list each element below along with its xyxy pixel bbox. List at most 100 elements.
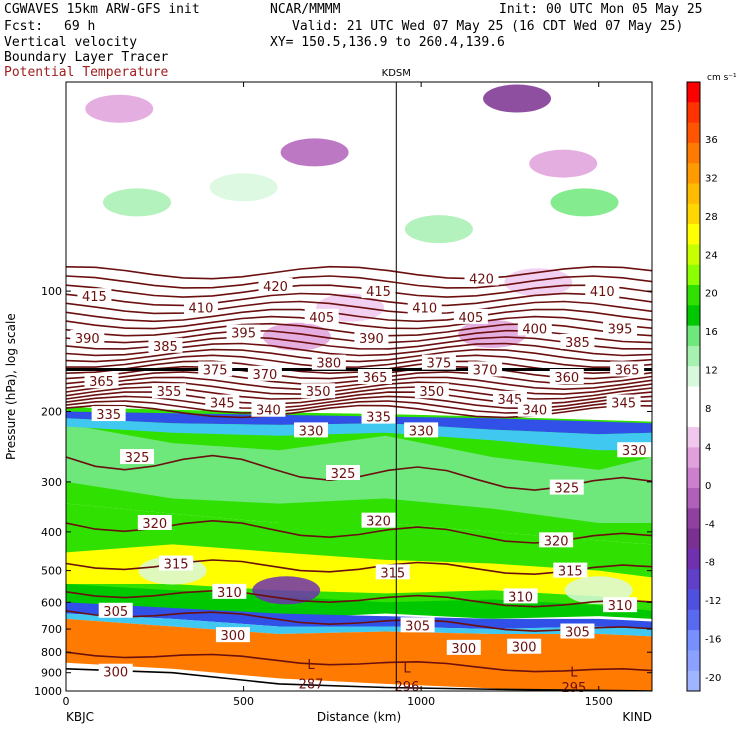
colorbar-swatch [687, 630, 700, 651]
theta-contour-line [66, 265, 652, 280]
theta-label: 415 [366, 285, 391, 300]
y-tick-label: 1000 [34, 685, 62, 698]
colorbar-swatch [687, 650, 700, 672]
fcst-value: 69 h [64, 19, 96, 34]
surface-annotation: L [570, 666, 578, 681]
x-axis-label: Distance (km) [317, 710, 401, 724]
theta-label: 320 [544, 534, 569, 549]
theta-label-bg [375, 564, 410, 580]
velocity-blob [209, 173, 278, 202]
theta-label: 375 [426, 357, 451, 372]
theta-label: 310 [217, 586, 242, 601]
theta-label: 385 [565, 336, 590, 351]
colorbar-swatch [687, 285, 700, 306]
colorbar-label: 8 [705, 404, 711, 415]
theta-label: 360 [554, 371, 579, 386]
theta-label-bg [603, 320, 638, 336]
theta-contour-line [66, 315, 652, 330]
colorbar-swatch [687, 589, 700, 611]
colorbar-swatch [687, 488, 700, 509]
x-tick-label: 1000 [407, 695, 435, 708]
theta-label: 315 [164, 558, 189, 573]
theta-label-bg [120, 449, 155, 465]
theta-label: 410 [412, 302, 437, 317]
theta-label: 300 [103, 666, 128, 681]
y-tick-label: 100 [41, 285, 62, 298]
theta-label-bg [539, 532, 574, 548]
theta-label: 405 [309, 311, 334, 326]
terrain-surface-line [66, 667, 652, 691]
colorbar-swatch [687, 325, 700, 347]
theta-label-bg [610, 361, 645, 377]
theta-label: 420 [263, 280, 288, 295]
colorbar-swatch [687, 670, 700, 692]
colorbar-swatch [687, 142, 700, 164]
theta-contour-line [66, 284, 652, 298]
velocity-blob [85, 94, 154, 123]
surface-annotation: 295 [561, 681, 586, 696]
theta-label: 355 [157, 385, 182, 400]
y-tick-label: 300 [41, 476, 62, 489]
colorbar-swatch [687, 447, 700, 469]
theta-label-bg [404, 422, 439, 438]
theta-label-bg [304, 308, 339, 324]
fcst-label: Fcst: [4, 19, 44, 34]
theta-label: 300 [221, 629, 246, 644]
theta-label: 370 [252, 368, 277, 383]
theta-label: 315 [558, 565, 583, 580]
theta-label-bg [446, 639, 481, 655]
theta-label-bg [70, 329, 105, 345]
theta-label-bg [507, 638, 542, 654]
colorbar-swatch [687, 183, 700, 205]
surface-annotation: L [307, 658, 315, 673]
theta-label: 340 [522, 404, 547, 419]
station-label: KDSM [382, 68, 411, 79]
theta-label: 320 [142, 517, 167, 532]
field-boundary-layer-tracer: Boundary Layer Tracer [4, 50, 169, 65]
theta-contour-line [66, 275, 652, 289]
x-tick-label: 1500 [585, 695, 613, 708]
x-tick-label: 500 [233, 695, 254, 708]
theta-label: 370 [473, 363, 498, 378]
valid-time: Valid: 21 UTC Wed 07 May 25 (16 CDT Wed … [292, 19, 684, 34]
theta-label-bg [549, 479, 584, 495]
theta-label: 380 [316, 357, 341, 372]
theta-label-bg [205, 394, 240, 410]
theta-contour-line [66, 395, 652, 410]
theta-label: 365 [363, 371, 388, 386]
theta-label-bg [91, 406, 126, 422]
colorbar-swatch [687, 467, 700, 489]
theta-label-bg [553, 562, 588, 578]
theta-label-bg [159, 555, 194, 571]
theta-label: 405 [458, 311, 483, 326]
colorbar-swatch [687, 203, 700, 225]
terrain-below-surface [66, 662, 652, 691]
theta-label-bg [617, 442, 652, 458]
theta-label-bg [301, 383, 336, 399]
theta-label-bg [326, 464, 361, 480]
colorbar-swatch [687, 102, 700, 124]
colorbar-label: 12 [705, 366, 718, 377]
colorbar-swatch [687, 508, 700, 530]
colorbar-label: -12 [705, 596, 721, 607]
theta-contour-line [66, 381, 652, 395]
theta-label-bg [98, 602, 133, 618]
colorbar-swatch [687, 366, 700, 387]
theta-label-bg [400, 617, 435, 633]
colorbar-label: 28 [705, 212, 718, 223]
surface-annotation: 296 [395, 680, 420, 695]
velocity-blob [404, 215, 473, 244]
theta-label-bg [294, 422, 329, 438]
theta-label-bg [414, 383, 449, 399]
colorbar-swatch [687, 528, 700, 550]
velocity-blob [550, 188, 619, 217]
theta-label: 415 [82, 290, 107, 305]
theta-label-bg [407, 299, 442, 315]
theta-label: 350 [306, 385, 331, 400]
theta-label-bg [361, 408, 396, 424]
colorbar-label: -4 [705, 519, 715, 530]
y-tick-label: 900 [41, 667, 62, 680]
theta-label: 305 [565, 626, 590, 641]
theta-label-bg [354, 329, 389, 345]
